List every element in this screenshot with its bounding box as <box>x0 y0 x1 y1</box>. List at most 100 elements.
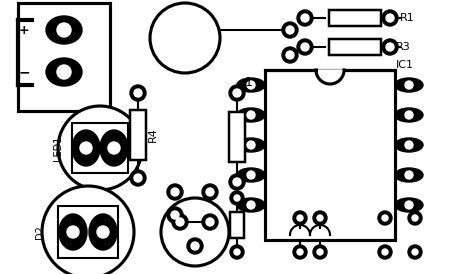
Bar <box>265 70 395 240</box>
Bar <box>130 110 146 160</box>
Circle shape <box>230 191 244 205</box>
Circle shape <box>206 188 214 196</box>
Bar <box>329 39 381 55</box>
Ellipse shape <box>395 138 423 152</box>
Circle shape <box>176 218 184 226</box>
Circle shape <box>286 51 294 59</box>
Circle shape <box>134 89 142 97</box>
Ellipse shape <box>395 78 423 92</box>
Circle shape <box>313 211 327 225</box>
Text: R4: R4 <box>148 128 158 142</box>
Circle shape <box>282 22 298 38</box>
Ellipse shape <box>395 108 423 122</box>
Circle shape <box>301 43 309 51</box>
Circle shape <box>405 81 413 89</box>
Circle shape <box>58 106 142 190</box>
Bar <box>230 212 244 238</box>
Circle shape <box>234 249 240 255</box>
Circle shape <box>167 184 183 200</box>
Circle shape <box>167 207 183 223</box>
Circle shape <box>229 85 245 101</box>
Ellipse shape <box>100 130 128 166</box>
Circle shape <box>247 111 255 119</box>
Bar <box>18 3 110 111</box>
Circle shape <box>187 238 203 254</box>
Ellipse shape <box>237 168 265 182</box>
Ellipse shape <box>395 168 423 182</box>
Text: −: − <box>18 65 30 79</box>
Circle shape <box>150 3 220 73</box>
Text: 1: 1 <box>245 76 253 89</box>
Circle shape <box>412 249 418 255</box>
Circle shape <box>408 211 422 225</box>
Circle shape <box>378 211 392 225</box>
Circle shape <box>282 47 298 63</box>
Circle shape <box>293 211 307 225</box>
Bar <box>329 10 381 26</box>
Ellipse shape <box>46 58 82 86</box>
Circle shape <box>405 141 413 149</box>
Ellipse shape <box>89 214 117 250</box>
Circle shape <box>317 249 323 255</box>
Text: R3: R3 <box>396 42 411 52</box>
Circle shape <box>247 171 255 179</box>
Bar <box>229 112 245 162</box>
Circle shape <box>202 184 218 200</box>
Circle shape <box>297 10 313 26</box>
Circle shape <box>293 245 307 259</box>
Circle shape <box>130 170 146 186</box>
Circle shape <box>297 249 303 255</box>
Ellipse shape <box>237 198 265 212</box>
Bar <box>58 206 118 258</box>
Circle shape <box>297 39 313 55</box>
Circle shape <box>386 14 394 22</box>
Circle shape <box>386 43 394 51</box>
Circle shape <box>286 26 294 34</box>
Circle shape <box>191 242 199 250</box>
Circle shape <box>134 174 142 182</box>
Circle shape <box>172 214 188 230</box>
Circle shape <box>317 215 323 221</box>
Ellipse shape <box>237 78 265 92</box>
Circle shape <box>382 10 398 26</box>
Circle shape <box>301 14 309 22</box>
Ellipse shape <box>59 214 87 250</box>
Circle shape <box>171 188 179 196</box>
Text: LED1: LED1 <box>53 135 63 161</box>
Text: IC1: IC1 <box>396 60 414 70</box>
Circle shape <box>247 81 255 89</box>
Circle shape <box>108 142 120 154</box>
Circle shape <box>80 142 92 154</box>
Circle shape <box>412 215 418 221</box>
Bar <box>72 123 128 173</box>
Circle shape <box>382 249 388 255</box>
Text: +: + <box>18 24 29 36</box>
Circle shape <box>405 171 413 179</box>
Polygon shape <box>316 70 344 84</box>
Circle shape <box>230 245 244 259</box>
Circle shape <box>57 23 71 37</box>
Circle shape <box>378 245 392 259</box>
Text: D2: D2 <box>35 225 45 239</box>
Circle shape <box>161 198 229 266</box>
Circle shape <box>247 201 255 209</box>
Circle shape <box>408 245 422 259</box>
Circle shape <box>405 111 413 119</box>
Circle shape <box>206 218 214 226</box>
Ellipse shape <box>72 130 100 166</box>
Circle shape <box>130 85 146 101</box>
Circle shape <box>382 215 388 221</box>
Circle shape <box>97 226 109 238</box>
Circle shape <box>313 245 327 259</box>
Text: R1: R1 <box>400 13 415 23</box>
Circle shape <box>405 201 413 209</box>
Circle shape <box>229 174 245 190</box>
Circle shape <box>247 141 255 149</box>
Circle shape <box>234 195 240 201</box>
Ellipse shape <box>237 138 265 152</box>
Circle shape <box>233 178 241 186</box>
Circle shape <box>202 214 218 230</box>
Circle shape <box>233 89 241 97</box>
Circle shape <box>297 215 303 221</box>
Circle shape <box>67 226 79 238</box>
